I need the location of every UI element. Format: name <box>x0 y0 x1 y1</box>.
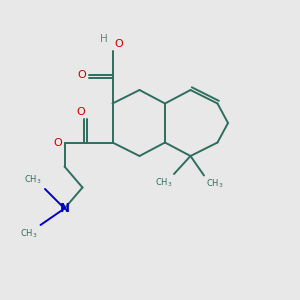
Text: O: O <box>78 70 86 80</box>
Text: O: O <box>76 107 85 117</box>
Text: O: O <box>115 40 123 50</box>
Text: N: N <box>59 202 70 215</box>
Text: H: H <box>100 34 108 44</box>
Text: CH$_3$: CH$_3$ <box>25 173 42 186</box>
Text: CH$_3$: CH$_3$ <box>155 176 172 189</box>
Text: O: O <box>54 137 62 148</box>
Text: CH$_3$: CH$_3$ <box>206 178 223 190</box>
Text: CH$_3$: CH$_3$ <box>20 228 38 241</box>
